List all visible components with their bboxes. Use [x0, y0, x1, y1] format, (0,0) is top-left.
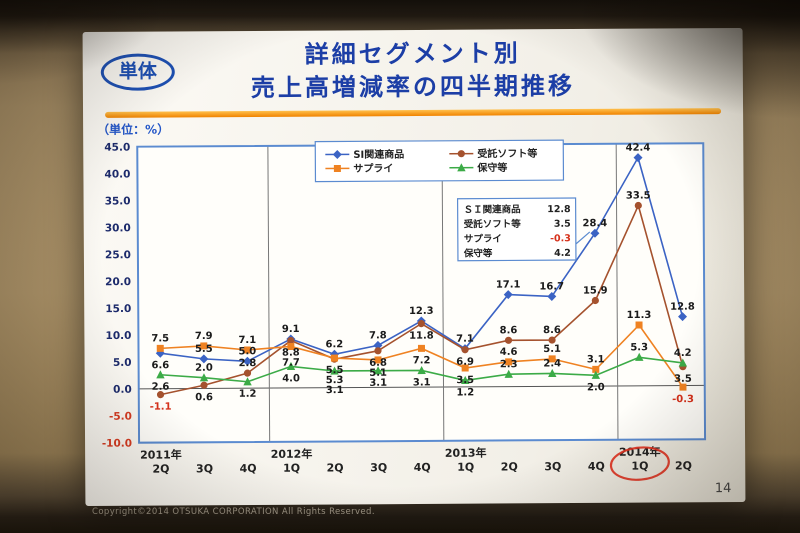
- svg-text:7.9: 7.9: [195, 331, 213, 342]
- title-underline: [105, 108, 722, 118]
- svg-text:3Q: 3Q: [544, 460, 561, 473]
- svg-text:-10.0: -10.0: [102, 438, 132, 450]
- svg-text:1Q: 1Q: [457, 461, 474, 474]
- y-axis-labels: 45.0 40.0 35.0 30.0 25.0 20.0 15.0 10.0 5.0 0.0 -5…: [102, 142, 132, 450]
- svg-text:0.0: 0.0: [113, 384, 132, 396]
- svg-text:9.1: 9.1: [282, 324, 300, 335]
- svg-text:5.0: 5.0: [113, 357, 132, 369]
- svg-text:7.1: 7.1: [456, 334, 474, 345]
- svg-text:2.0: 2.0: [587, 382, 605, 393]
- slide-title-line1: 詳細セグメント別: [304, 39, 521, 69]
- svg-text:30.0: 30.0: [105, 222, 131, 234]
- slide-title: 詳細セグメント別 売上高増減率の四半期推移: [83, 36, 743, 106]
- svg-text:受託ソフト等: 受託ソフト等: [464, 218, 522, 230]
- svg-text:2Q: 2Q: [501, 460, 518, 473]
- svg-text:8.6: 8.6: [543, 325, 561, 336]
- svg-text:5.3: 5.3: [630, 342, 648, 353]
- svg-text:3.5: 3.5: [674, 374, 692, 385]
- svg-text:2.6: 2.6: [152, 382, 170, 393]
- svg-text:3Q: 3Q: [196, 462, 213, 475]
- svg-text:1.2: 1.2: [456, 387, 474, 398]
- svg-text:5.1: 5.1: [543, 344, 561, 355]
- svg-text:28.4: 28.4: [583, 218, 608, 229]
- slide-title-line2: 売上高増減率の四半期推移: [250, 72, 575, 102]
- svg-text:12.3: 12.3: [409, 306, 434, 317]
- svg-text:2Q: 2Q: [152, 462, 169, 475]
- svg-text:2Q: 2Q: [675, 459, 692, 472]
- svg-text:40.0: 40.0: [104, 168, 130, 180]
- svg-text:33.5: 33.5: [626, 190, 651, 201]
- annotation-callout: ＳＩ関連商品 12.8 受託ソフト等 3.5 サプライ -0.3 保守等 4.2: [456, 197, 591, 262]
- svg-text:5.5: 5.5: [195, 344, 213, 355]
- svg-text:4Q: 4Q: [240, 462, 257, 475]
- svg-text:2Q: 2Q: [327, 461, 344, 474]
- svg-text:保守等: 保守等: [476, 161, 507, 174]
- svg-text:11.3: 11.3: [627, 310, 652, 321]
- svg-text:4.0: 4.0: [282, 373, 300, 384]
- svg-text:3.5: 3.5: [554, 219, 571, 230]
- svg-text:-0.3: -0.3: [550, 233, 571, 244]
- svg-text:6.2: 6.2: [326, 339, 344, 350]
- svg-text:保守等: 保守等: [463, 247, 493, 259]
- svg-text:10.0: 10.0: [105, 330, 131, 342]
- svg-text:12.8: 12.8: [670, 302, 695, 313]
- svg-text:42.4: 42.4: [626, 143, 651, 154]
- svg-text:7.7: 7.7: [282, 358, 300, 369]
- svg-text:7.5: 7.5: [151, 333, 169, 344]
- svg-text:-0.3: -0.3: [672, 394, 694, 405]
- page-number: 14: [714, 481, 732, 497]
- svg-text:5.0: 5.0: [238, 346, 256, 357]
- svg-text:8.6: 8.6: [500, 325, 518, 336]
- svg-text:45.0: 45.0: [104, 142, 130, 154]
- svg-text:2.0: 2.0: [195, 363, 213, 374]
- svg-text:3.1: 3.1: [326, 385, 344, 396]
- svg-text:3.1: 3.1: [587, 354, 605, 365]
- svg-text:2.8: 2.8: [239, 358, 257, 369]
- svg-text:4Q: 4Q: [414, 461, 431, 474]
- svg-text:1.2: 1.2: [239, 389, 257, 400]
- slide: 単体 詳細セグメント別 売上高増減率の四半期推移 （単位：%） 45.0 40.0…: [82, 27, 746, 507]
- svg-text:7.1: 7.1: [238, 335, 256, 346]
- svg-text:15.9: 15.9: [583, 285, 608, 296]
- svg-text:1Q: 1Q: [283, 462, 300, 475]
- svg-text:2012年: 2012年: [271, 447, 313, 461]
- svg-text:-5.0: -5.0: [109, 411, 132, 423]
- svg-text:SI関連商品: SI関連商品: [353, 148, 404, 161]
- svg-text:7.8: 7.8: [369, 330, 387, 341]
- svg-text:1Q: 1Q: [631, 460, 648, 473]
- svg-text:12.8: 12.8: [547, 204, 571, 215]
- svg-text:4.2: 4.2: [674, 348, 692, 359]
- svg-text:3.1: 3.1: [413, 377, 431, 388]
- svg-text:25.0: 25.0: [105, 249, 131, 261]
- svg-text:0.6: 0.6: [195, 392, 213, 403]
- svg-text:17.1: 17.1: [496, 280, 521, 291]
- svg-text:4.2: 4.2: [554, 248, 571, 259]
- svg-text:3.1: 3.1: [369, 378, 387, 389]
- svg-text:20.0: 20.0: [105, 276, 131, 288]
- svg-text:15.0: 15.0: [105, 303, 131, 315]
- copyright-text: Copyright©2014 OTSUKA CORPORATION All Ri…: [92, 507, 375, 517]
- svg-text:11.8: 11.8: [409, 331, 434, 342]
- svg-text:35.0: 35.0: [105, 195, 131, 207]
- svg-text:ＳＩ関連商品: ＳＩ関連商品: [464, 203, 521, 215]
- svg-text:3Q: 3Q: [370, 461, 387, 474]
- svg-text:2011年: 2011年: [140, 447, 182, 461]
- svg-text:3.5: 3.5: [456, 375, 474, 386]
- svg-text:2.4: 2.4: [543, 358, 561, 369]
- svg-text:2.3: 2.3: [500, 359, 518, 370]
- svg-text:4Q: 4Q: [588, 460, 605, 473]
- quarterly-growth-line-chart: 45.0 40.0 35.0 30.0 25.0 20.0 15.0 10.0 5.0 0.0 -5…: [102, 139, 707, 481]
- svg-text:-1.1: -1.1: [150, 402, 172, 413]
- svg-text:16.7: 16.7: [539, 281, 564, 292]
- svg-text:サプライ: サプライ: [353, 162, 393, 175]
- svg-text:6.6: 6.6: [151, 360, 169, 371]
- svg-text:サプライ: サプライ: [464, 233, 502, 245]
- svg-text:7.2: 7.2: [413, 355, 431, 366]
- svg-text:受託ソフト等: 受託ソフト等: [477, 147, 537, 160]
- svg-text:4.6: 4.6: [500, 347, 518, 358]
- svg-text:6.9: 6.9: [456, 357, 474, 368]
- svg-text:2013年: 2013年: [445, 446, 487, 460]
